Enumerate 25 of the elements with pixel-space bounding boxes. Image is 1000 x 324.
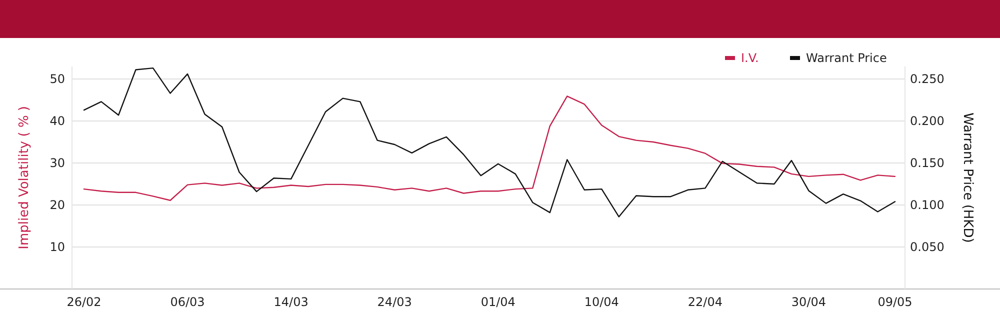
y2-tick-label: 0.150 (910, 156, 944, 170)
x-tick-label: 14/03 (274, 295, 308, 309)
line-series (83, 67, 896, 218)
y-tick-label: 30 (50, 156, 65, 170)
y2-axis-title: Warrant Price (HKD) (960, 112, 975, 243)
y2-tick-label: 0.200 (910, 114, 944, 128)
x-tick-label: 24/03 (377, 295, 412, 309)
x-tick-label: 10/04 (584, 295, 619, 309)
x-tick-label: 06/03 (170, 295, 205, 309)
y-tick-label: 50 (50, 72, 65, 86)
legend-label: Warrant Price (806, 51, 887, 66)
x-tick-label: 01/04 (480, 295, 516, 309)
line-series (83, 96, 896, 201)
y-axis-title: Implied Volatility ( % ) (17, 106, 32, 250)
y2-tick-label: 0.050 (910, 240, 944, 254)
x-tick-label: 09/05 (878, 295, 912, 309)
y-tick-label: 10 (50, 240, 65, 254)
x-tick-label: 22/04 (688, 295, 722, 309)
y-tick-label: 40 (50, 114, 65, 128)
y2-tick-label: 0.250 (910, 72, 944, 86)
legend-label: I.V. (741, 51, 759, 66)
y-tick-label: 20 (50, 198, 65, 212)
x-tick-label: 26/02 (66, 295, 102, 309)
y2-tick-label: 0.100 (910, 198, 944, 212)
x-tick-label: 30/04 (791, 295, 826, 309)
